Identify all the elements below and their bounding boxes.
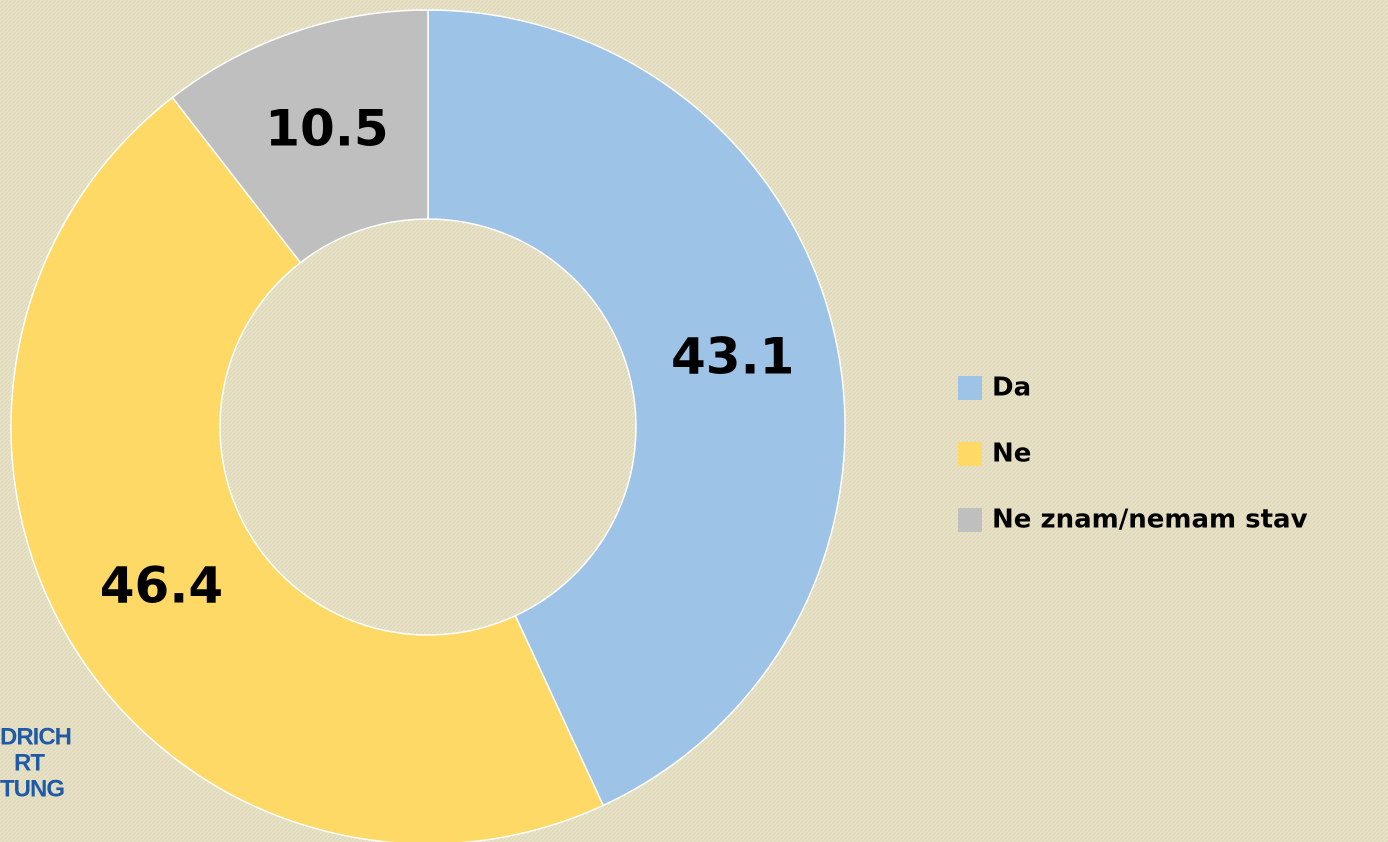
donut-segment bbox=[427, 9, 846, 807]
data-label: 46.4 bbox=[100, 557, 223, 615]
logo-text: DRICH bbox=[0, 723, 71, 750]
legend-swatch bbox=[958, 508, 982, 532]
data-label: 10.5 bbox=[265, 99, 388, 157]
legend-swatch bbox=[958, 376, 982, 400]
donut-segment bbox=[10, 96, 605, 842]
donut-segment bbox=[171, 9, 429, 264]
legend-label: Ne bbox=[992, 439, 1031, 469]
logo-text: TUNG bbox=[0, 775, 64, 802]
legend-swatch bbox=[958, 442, 982, 466]
data-label: 43.1 bbox=[671, 327, 794, 385]
legend-label: Da bbox=[992, 373, 1031, 403]
logo-text: RT bbox=[14, 749, 45, 776]
legend-label: Ne znam/nemam stav bbox=[992, 505, 1308, 535]
